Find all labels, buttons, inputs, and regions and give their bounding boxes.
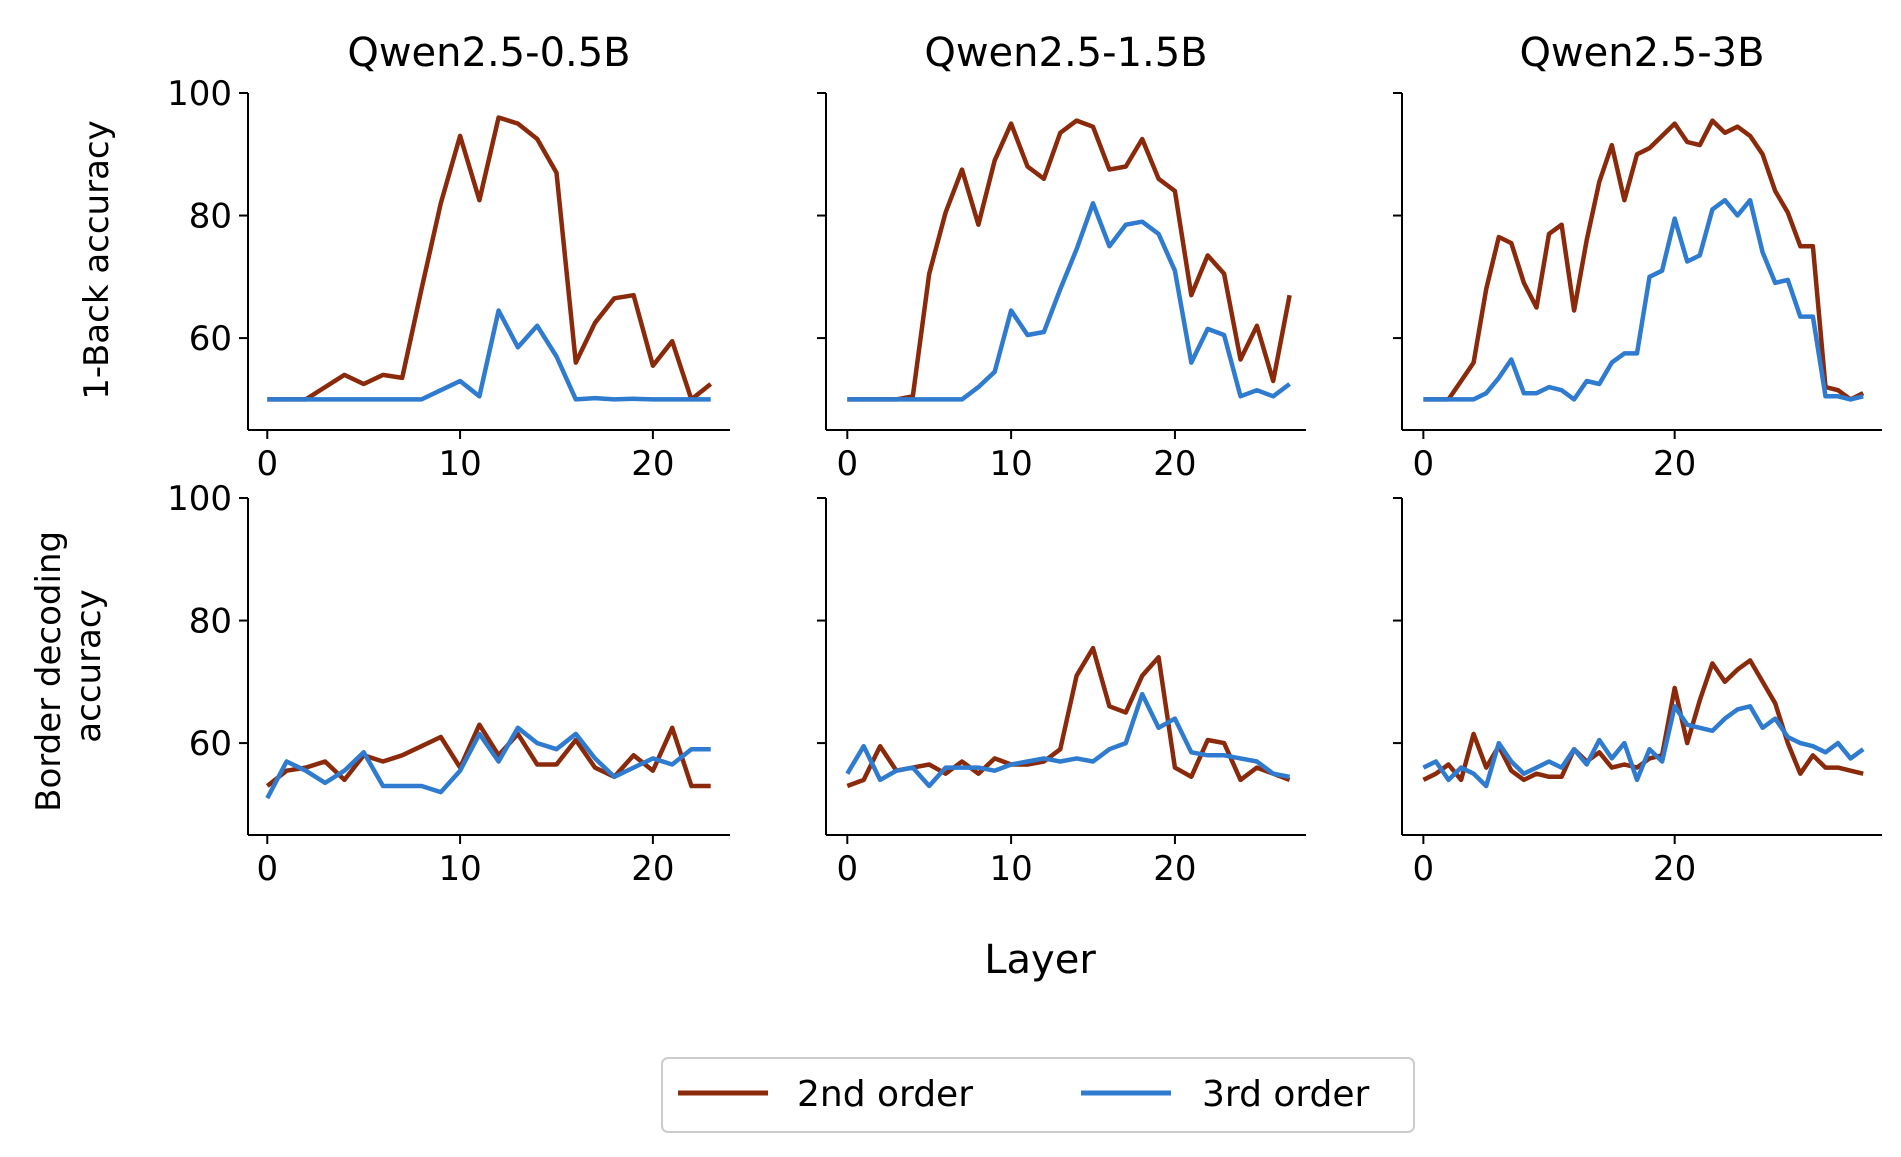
panel-title-r1c2: Qwen2.5-1.5B (924, 30, 1207, 76)
y-tick-label-r1c1-100: 100 (167, 74, 232, 114)
x-tick-label-r1c1-10: 10 (438, 444, 481, 484)
x-tick-label-r1c2-0: 0 (836, 444, 858, 484)
x-tick-label-r2c3-20: 20 (1653, 849, 1696, 889)
x-tick-label-r1c1-20: 20 (631, 444, 674, 484)
row-2-ylabel: Border decoding accuracy (29, 520, 109, 812)
y-tick-label-r1c1-80: 80 (189, 197, 232, 237)
legend-frame (661, 1057, 1415, 1133)
panel-r2c1: 60 80 100 0 10 20 (167, 479, 730, 889)
x-tick-label-r2c2-10: 10 (989, 849, 1032, 889)
series-line-r2c2-3rd-order (845, 691, 1291, 789)
panel-r2c2: 0 10 20 (817, 497, 1306, 889)
legend-label-2nd-order: 2nd order (797, 1074, 973, 1115)
x-tick-label-r1c1-0: 0 (256, 444, 278, 484)
y-tick-label-r1c1-60: 60 (189, 319, 232, 359)
series-line-r1c1-3rd-order (267, 308, 711, 402)
x-tick-label-r2c3-0: 0 (1413, 849, 1435, 889)
y-tick-label-r2c1-100: 100 (167, 479, 232, 519)
x-tick-label-r2c2-0: 0 (836, 849, 858, 889)
panel-r1c2: Qwen2.5-1.5B 0 10 20 (817, 30, 1306, 484)
x-tick-label-r1c2-20: 20 (1153, 444, 1196, 484)
panel-r2c3: 0 20 (1393, 497, 1882, 889)
series-line-r1c1-2nd-order (267, 115, 713, 402)
series-line-r1c3-3rd-order (1423, 197, 1864, 402)
legend-label-3rd-order: 3rd order (1202, 1074, 1370, 1115)
panel-title-r1c1: Qwen2.5-0.5B (347, 30, 630, 76)
y-tick-label-r2c1-80: 80 (189, 602, 232, 642)
series-line-r2c1-2nd-order (265, 722, 711, 789)
x-tick-label-r2c2-20: 20 (1153, 849, 1196, 889)
series-line-r1c2-3rd-order (847, 201, 1291, 402)
x-tick-label-r1c2-10: 10 (989, 444, 1032, 484)
y-tick-label-r2c1-60: 60 (189, 724, 232, 764)
series-line-r1c3-2nd-order (1423, 118, 1865, 402)
x-axis-title: Layer (984, 937, 1096, 983)
series-line-r2c1-3rd-order (265, 725, 711, 800)
series-line-r2c2-2nd-order (846, 645, 1291, 789)
panel-r1c3: Qwen2.5-3B 0 20 (1393, 30, 1882, 484)
x-tick-label-r1c3-20: 20 (1653, 444, 1696, 484)
legend: 2nd order 3rd order (661, 1057, 1415, 1133)
series-line-r1c2-2nd-order (847, 118, 1292, 402)
x-tick-label-r2c1-0: 0 (256, 849, 278, 889)
panel-title-r1c3: Qwen2.5-3B (1519, 30, 1764, 76)
x-tick-label-r2c1-20: 20 (631, 849, 674, 889)
x-tick-label-r1c3-0: 0 (1413, 444, 1435, 484)
panel-r1c1: Qwen2.5-0.5B 60 80 100 0 10 20 (167, 30, 730, 484)
row-1-ylabel: 1-Back accuracy (77, 120, 117, 399)
series-line-r2c3-3rd-order (1422, 704, 1865, 789)
x-tick-label-r2c1-10: 10 (438, 849, 481, 889)
